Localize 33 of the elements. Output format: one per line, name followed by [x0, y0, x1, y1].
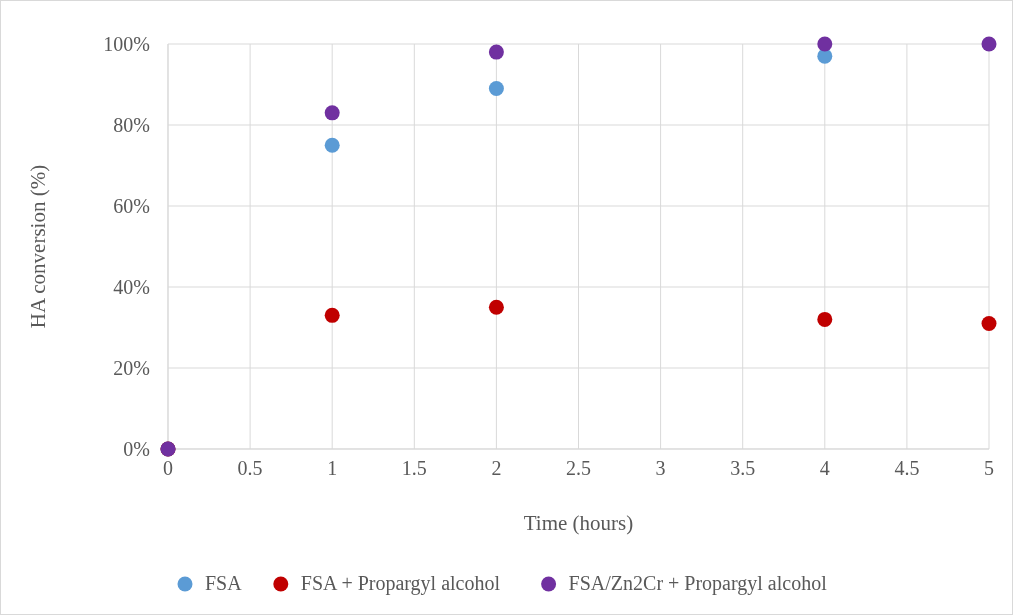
- point: [817, 36, 833, 52]
- point: [324, 105, 340, 121]
- y-tick-label: 40%: [113, 276, 150, 298]
- x-tick-label: 3: [655, 457, 666, 479]
- x-tick-label: 4: [819, 457, 830, 479]
- x-tick-label: 3.5: [730, 457, 756, 479]
- point: [817, 48, 833, 64]
- x-tick-label: 0: [163, 457, 173, 479]
- x-axis-title: Time (hours): [523, 511, 634, 535]
- y-tick-label: 80%: [113, 114, 150, 136]
- x-tick-label: 0.5: [237, 457, 263, 479]
- point: [817, 311, 833, 327]
- point: [324, 137, 340, 153]
- point: [324, 307, 340, 323]
- legend-label: FSA + Propargyl alcohol: [300, 572, 501, 595]
- y-tick-label: 0%: [123, 438, 150, 460]
- x-tick-label: 2: [491, 457, 502, 479]
- x-tick-label: 1.5: [401, 457, 427, 479]
- y-tick-label: 60%: [113, 195, 150, 217]
- y-axis-title: HA conversion (%): [26, 164, 50, 329]
- x-tick-label: 1: [327, 457, 338, 479]
- x-tick-label: 5: [984, 457, 994, 479]
- legend-label: FSA/Zn2Cr + Propargyl alcohol: [568, 572, 828, 595]
- legend-label: FSA: [205, 572, 243, 594]
- x-tick-label: 4.5: [894, 457, 920, 479]
- point: [981, 36, 997, 52]
- y-tick-label: 100%: [103, 33, 150, 55]
- x-tick-label: 2.5: [566, 457, 591, 479]
- point: [981, 315, 997, 331]
- point: [488, 81, 504, 97]
- point: [488, 299, 504, 315]
- y-tick-label: 20%: [113, 357, 150, 379]
- point: [488, 44, 504, 60]
